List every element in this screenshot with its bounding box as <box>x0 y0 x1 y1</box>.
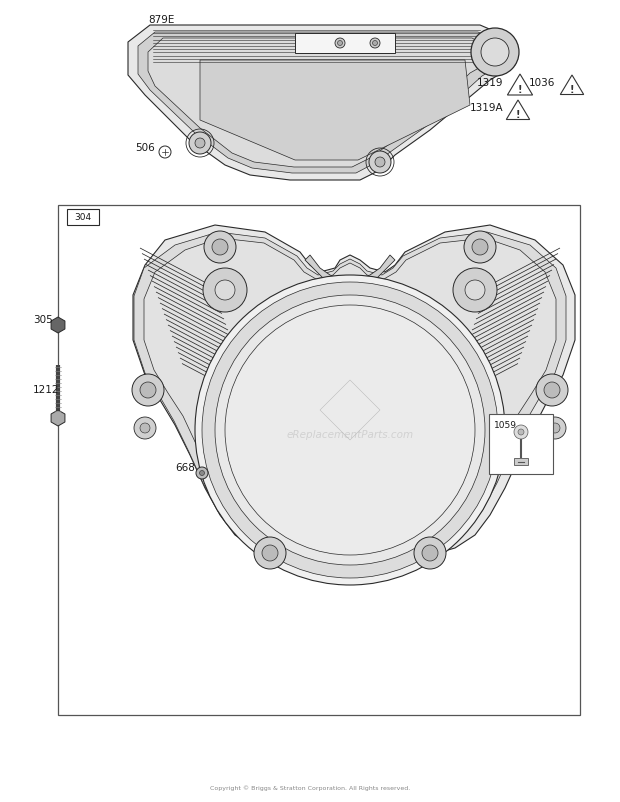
Polygon shape <box>134 232 566 556</box>
Polygon shape <box>144 238 556 548</box>
Circle shape <box>254 537 286 569</box>
Circle shape <box>262 545 278 561</box>
Circle shape <box>514 425 528 439</box>
Text: 1059: 1059 <box>494 421 517 430</box>
Circle shape <box>465 280 485 300</box>
Circle shape <box>373 40 378 46</box>
Circle shape <box>550 423 560 433</box>
Circle shape <box>370 38 380 48</box>
Circle shape <box>536 374 568 406</box>
Circle shape <box>335 38 345 48</box>
Circle shape <box>369 151 391 173</box>
Text: eReplacementParts.com: eReplacementParts.com <box>286 430 414 440</box>
Polygon shape <box>507 100 529 119</box>
Polygon shape <box>507 74 533 95</box>
Text: 668: 668 <box>175 463 195 473</box>
Circle shape <box>414 537 446 569</box>
Circle shape <box>140 382 156 398</box>
Text: !: ! <box>518 85 522 95</box>
Circle shape <box>189 132 211 154</box>
Circle shape <box>212 239 228 255</box>
Text: 506: 506 <box>135 143 155 153</box>
Circle shape <box>544 382 560 398</box>
Text: 1212: 1212 <box>33 385 60 395</box>
Circle shape <box>196 467 208 479</box>
Circle shape <box>518 429 524 435</box>
FancyBboxPatch shape <box>489 414 553 474</box>
Text: Copyright © Briggs & Stratton Corporation. All Rights reserved.: Copyright © Briggs & Stratton Corporatio… <box>210 785 410 791</box>
Polygon shape <box>305 255 395 305</box>
Text: !: ! <box>570 85 574 95</box>
Circle shape <box>481 38 509 66</box>
Text: 1319: 1319 <box>477 78 503 88</box>
FancyBboxPatch shape <box>295 33 395 53</box>
Circle shape <box>464 231 496 263</box>
Circle shape <box>132 374 164 406</box>
Circle shape <box>202 282 498 578</box>
Circle shape <box>195 138 205 148</box>
Text: 304: 304 <box>74 213 92 221</box>
Polygon shape <box>51 410 65 426</box>
Circle shape <box>422 545 438 561</box>
Text: 879E: 879E <box>148 15 174 25</box>
FancyBboxPatch shape <box>58 205 580 715</box>
Circle shape <box>471 28 519 76</box>
Circle shape <box>453 268 497 312</box>
Circle shape <box>195 275 505 585</box>
Text: 1319A: 1319A <box>469 103 503 113</box>
Circle shape <box>215 295 485 565</box>
Circle shape <box>215 280 235 300</box>
Circle shape <box>134 417 156 439</box>
Circle shape <box>544 417 566 439</box>
Polygon shape <box>200 60 470 160</box>
FancyBboxPatch shape <box>67 209 99 225</box>
Text: 305: 305 <box>33 315 53 325</box>
Circle shape <box>203 268 247 312</box>
Circle shape <box>140 423 150 433</box>
Polygon shape <box>148 38 493 167</box>
Circle shape <box>337 40 342 46</box>
Circle shape <box>375 157 385 167</box>
Text: 1036: 1036 <box>529 78 555 88</box>
Polygon shape <box>560 75 583 95</box>
FancyBboxPatch shape <box>514 458 528 465</box>
Text: !: ! <box>516 110 520 120</box>
Polygon shape <box>138 32 505 173</box>
Circle shape <box>200 471 205 476</box>
Polygon shape <box>128 25 515 180</box>
Circle shape <box>225 305 475 555</box>
Circle shape <box>204 231 236 263</box>
Polygon shape <box>133 225 575 563</box>
Polygon shape <box>51 317 65 333</box>
Circle shape <box>472 239 488 255</box>
